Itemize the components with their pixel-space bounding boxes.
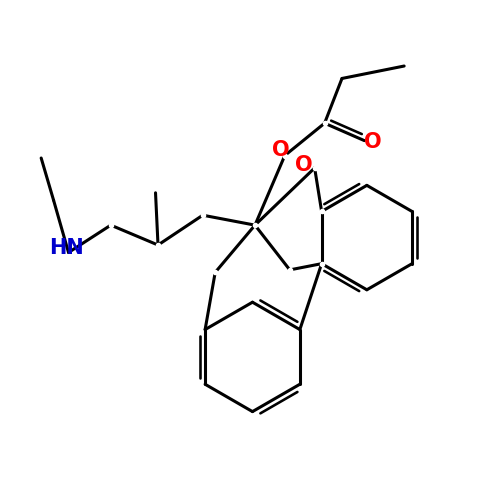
Text: O: O (364, 132, 382, 152)
Text: O: O (272, 140, 289, 160)
Text: HN: HN (48, 238, 84, 258)
Text: O: O (295, 156, 312, 176)
